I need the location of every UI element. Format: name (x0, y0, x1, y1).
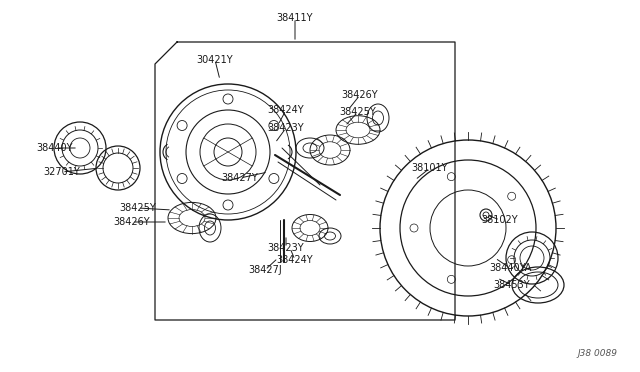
Text: 38424Y: 38424Y (268, 105, 304, 115)
Text: 38426Y: 38426Y (114, 217, 150, 227)
Text: J38 0089: J38 0089 (577, 350, 617, 359)
Text: 38425Y: 38425Y (120, 203, 156, 213)
Text: 38423Y: 38423Y (268, 123, 304, 133)
Text: 32701Y: 32701Y (44, 167, 81, 177)
Text: 30421Y: 30421Y (196, 55, 234, 65)
Text: 38426Y: 38426Y (342, 90, 378, 100)
Text: 38424Y: 38424Y (276, 255, 314, 265)
Text: 38102Y: 38102Y (482, 215, 518, 225)
Text: 38423Y: 38423Y (268, 243, 304, 253)
Text: 38427Y: 38427Y (221, 173, 259, 183)
Text: 38440Y: 38440Y (36, 143, 73, 153)
Text: 38427J: 38427J (248, 265, 282, 275)
Text: 38425Y: 38425Y (340, 107, 376, 117)
Text: 38411Y: 38411Y (276, 13, 313, 23)
Text: 38440YA: 38440YA (489, 263, 531, 273)
Text: 38453Y: 38453Y (493, 280, 531, 290)
Text: 38101Y: 38101Y (412, 163, 448, 173)
